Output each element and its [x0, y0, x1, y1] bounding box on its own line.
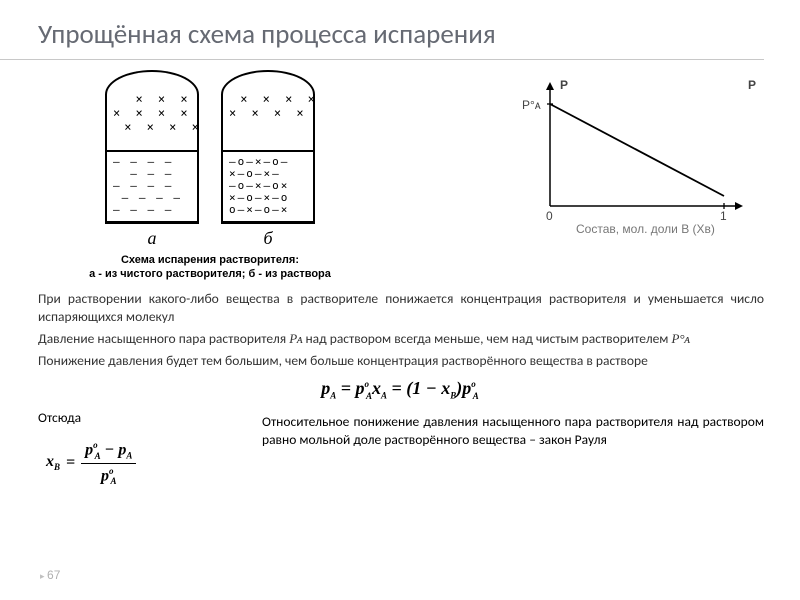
raoult-law-text: Относительное понижение давления насыщен…: [262, 409, 764, 449]
derivation-left: Отсюда xB = poA − pA poA: [38, 409, 238, 492]
chart-y-label-right: P: [748, 78, 756, 92]
paragraph-3: Понижение давления будет тем большим, че…: [38, 352, 764, 370]
body-text: При растворении какого-либо вещества в р…: [0, 282, 800, 371]
vessel-a: × × × × × × × × × × × × × × × × × — — — …: [105, 70, 199, 249]
figures-row: × × × × × × × × × × × × × × × × × — — — …: [0, 60, 800, 282]
chart-x-end: 1: [720, 209, 727, 223]
vessel-b: × × × × × × × × × × × × —o—×—o— ×—o—×— —…: [221, 70, 315, 249]
chart-x-axis-label: Состав, мол. доли B (Xв): [576, 222, 715, 236]
chart-x-start: 0: [546, 209, 553, 223]
chart-y-label: P: [560, 78, 568, 92]
vessel-diagram: × × × × × × × × × × × × × × × × × — — — …: [80, 70, 340, 282]
page-title: Упрощённая схема процесса испарения: [0, 0, 764, 60]
chart-pa0-label: P°ᴀ: [522, 98, 541, 112]
paragraph-2: Давление насыщенного пара растворителя P…: [38, 330, 764, 348]
paragraph-1: При растворении какого-либо вещества в р…: [38, 290, 764, 326]
vessel-a-label: а: [148, 228, 157, 249]
liquid-region-b: —o—×—o— ×—o—×— —o—×—o× ×—o—×—o o—×—o—×: [223, 154, 313, 217]
page-number: 67: [40, 568, 60, 582]
raoult-chart: P P P°ᴀ 0 1 Состав, мол. доли B (Xв): [514, 76, 764, 236]
vessel-b-label: б: [263, 228, 272, 249]
vessel-caption: Схема испарения растворителя: а - из чис…: [80, 253, 340, 282]
hence-label: Отсюда: [38, 409, 238, 426]
main-equation: pA = poAxA = (1 − xB)poA: [0, 378, 800, 401]
liquid-region-a: — — — — — — — — — — — — — — — — — — —: [107, 154, 197, 217]
xb-equation: xB = poA − pA poA: [38, 434, 144, 492]
